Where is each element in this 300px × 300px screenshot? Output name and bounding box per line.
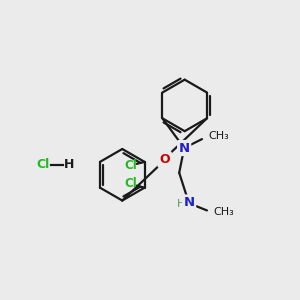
Text: H: H	[64, 158, 74, 171]
Text: Cl: Cl	[36, 158, 50, 171]
Text: N: N	[178, 142, 190, 154]
Text: Cl: Cl	[124, 159, 137, 172]
Text: Cl: Cl	[124, 177, 137, 190]
Text: CH₃: CH₃	[208, 131, 229, 141]
Text: H: H	[177, 200, 185, 209]
Text: O: O	[159, 153, 170, 166]
Text: N: N	[184, 196, 195, 209]
Text: CH₃: CH₃	[213, 207, 234, 218]
